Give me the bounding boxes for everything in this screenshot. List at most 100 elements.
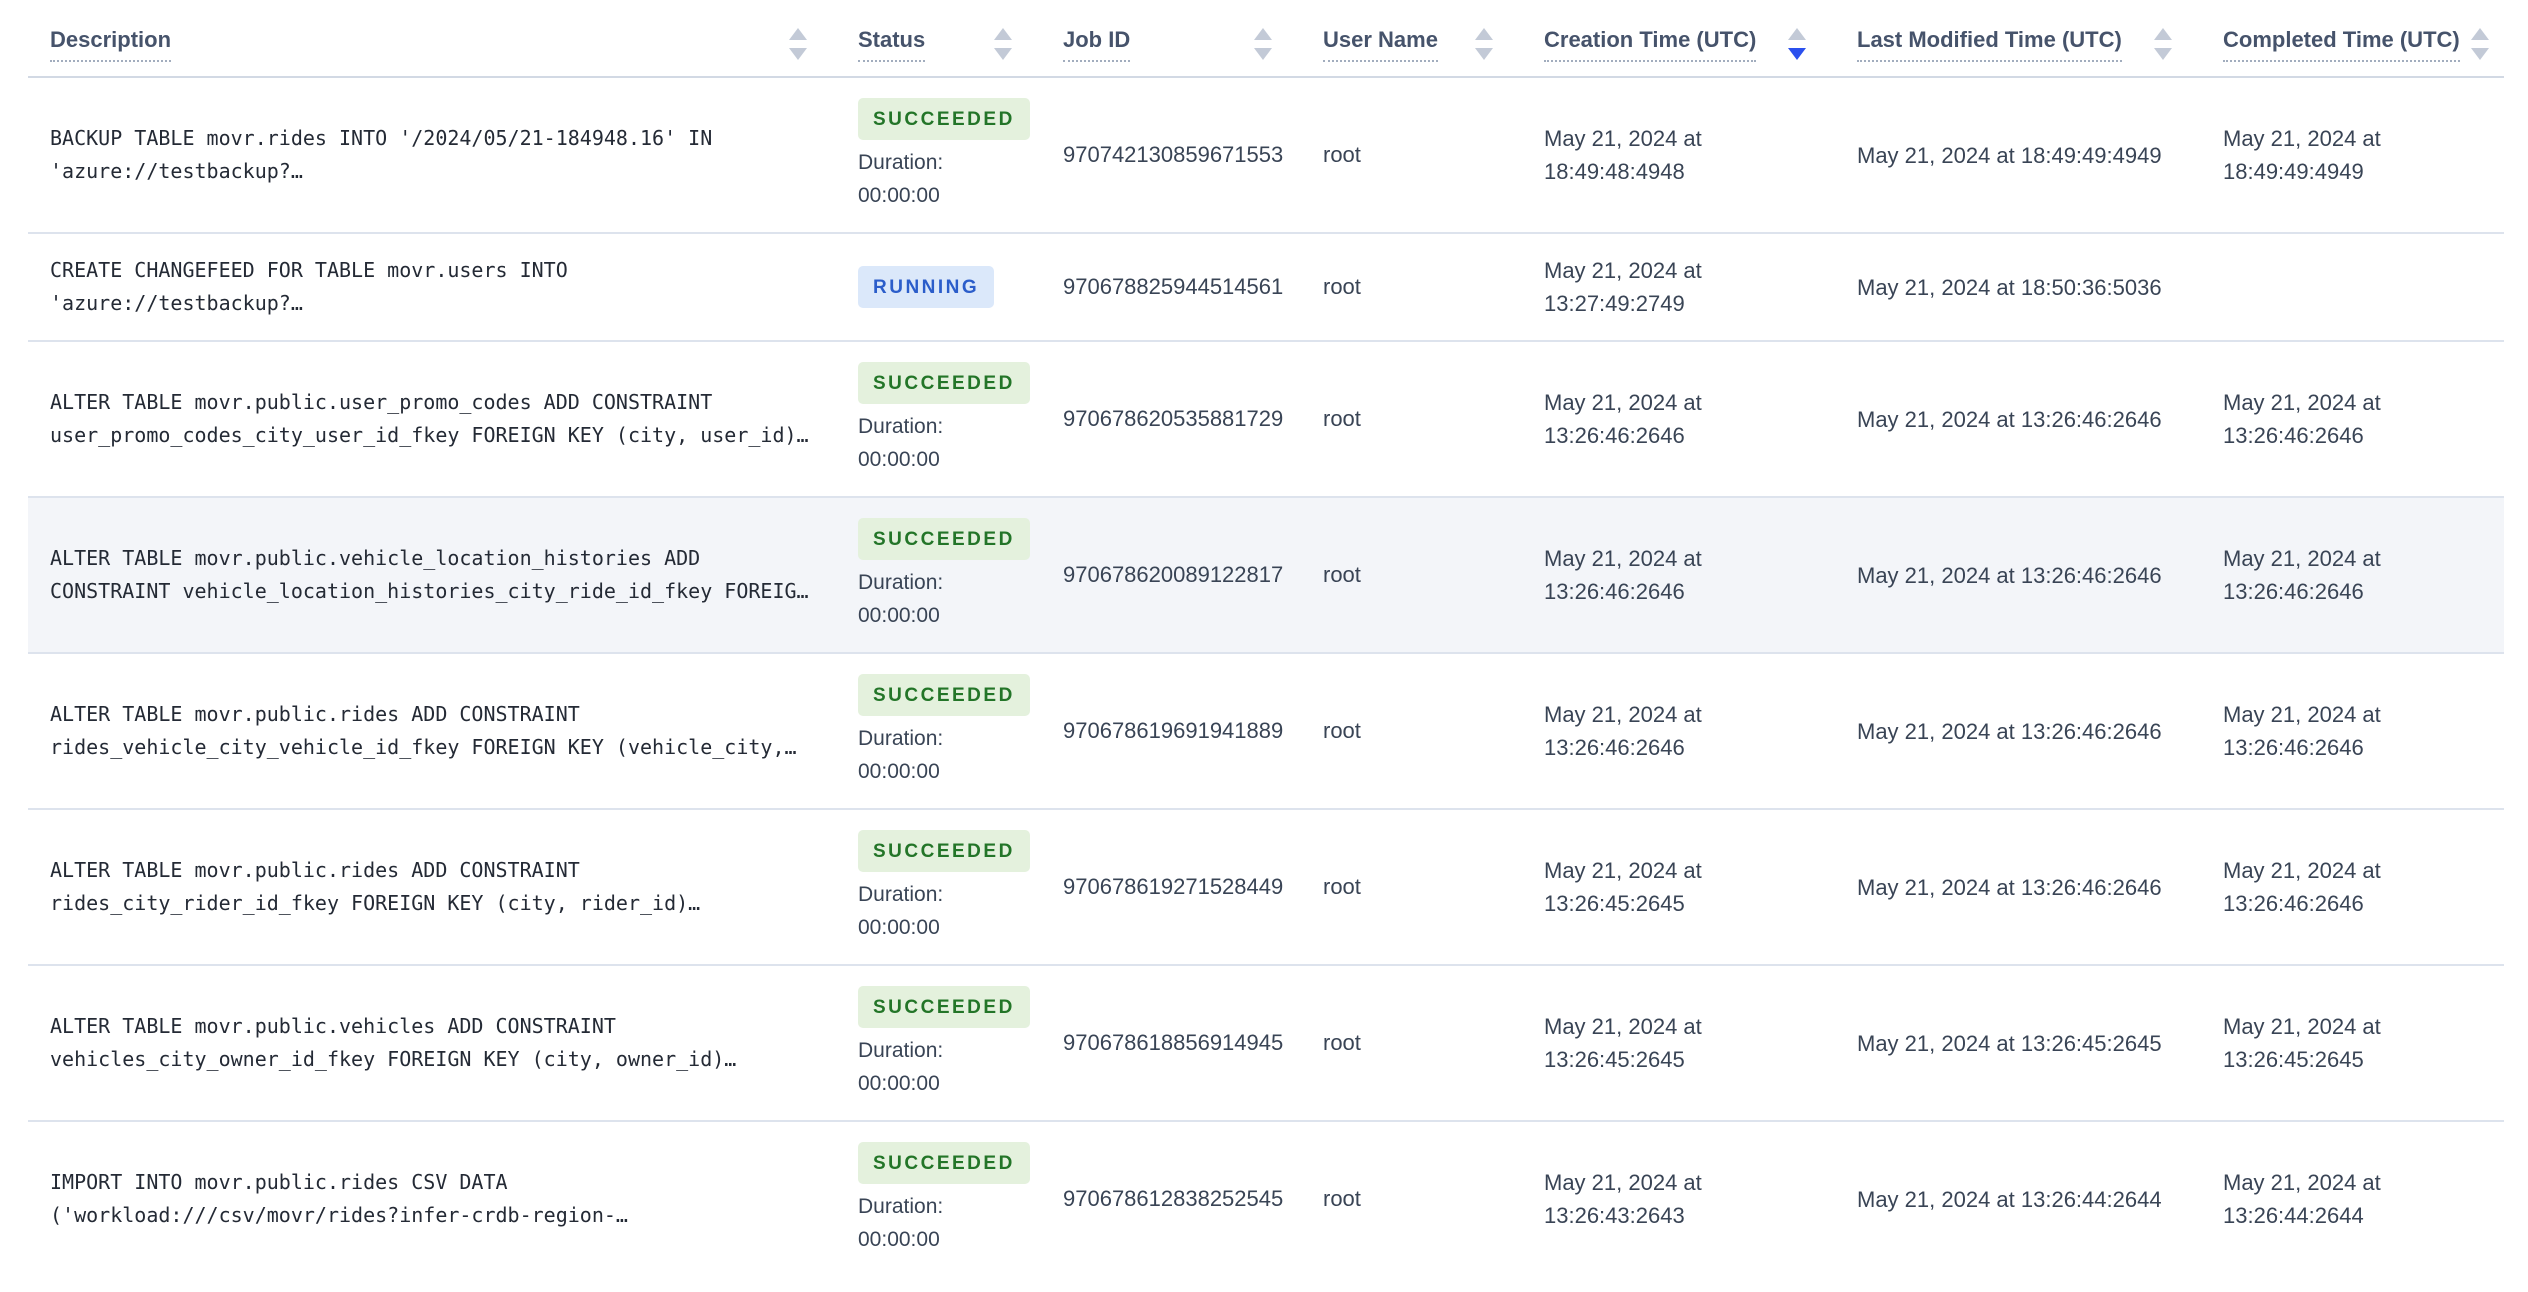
description-line: CONSTRAINT vehicle_location_histories_ci… [50,579,809,603]
table-row: ALTER TABLE movr.public.rides ADD CONSTR… [28,653,2504,810]
job-id-cell: 970678620089122817 [1033,497,1293,654]
description-cell: BACKUP TABLE movr.rides INTO '/2024/05/2… [28,77,828,234]
jobs-table: Description Status Job ID [28,0,2504,1276]
creation-time: May 21, 2024 at 13:26:46:2646 [1544,390,1702,448]
completed-time-cell: May 21, 2024 at 13:26:44:2644 [2193,1121,2504,1276]
job-id-cell: 970678618856914945 [1033,965,1293,1122]
creation-time-cell: May 21, 2024 at 18:49:48:4948 [1514,77,1827,234]
creation-time: May 21, 2024 at 13:26:45:2645 [1544,1014,1702,1072]
last-modified-time-cell: May 21, 2024 at 13:26:44:2644 [1827,1121,2193,1276]
job-description-link[interactable]: ALTER TABLE movr.public.vehicles ADD CON… [50,1010,808,1076]
column-header-creation-time[interactable]: Creation Time (UTC) [1514,0,1827,78]
creation-time: May 21, 2024 at 13:26:43:2643 [1544,1170,1702,1228]
job-description-link[interactable]: ALTER TABLE movr.public.rides ADD CONSTR… [50,698,808,764]
user-name-cell: root [1293,77,1514,234]
duration-value: 00:00:00 [858,916,940,939]
status-badge: RUNNING [858,266,995,308]
last-modified-time-cell: May 21, 2024 at 18:49:49:4949 [1827,77,2193,234]
creation-time: May 21, 2024 at 13:26:46:2646 [1544,546,1702,604]
job-description-link[interactable]: CREATE CHANGEFEED FOR TABLE movr.users I… [50,254,808,320]
column-header-completed-time[interactable]: Completed Time (UTC) [2193,0,2504,78]
table-body: BACKUP TABLE movr.rides INTO '/2024/05/2… [28,77,2504,1276]
duration-label: Duration: [858,883,944,906]
status-cell: SUCCEEDED Duration: 00:00:00 [828,497,1033,654]
status-cell: SUCCEEDED Duration: 00:00:00 [828,809,1033,966]
creation-time-cell: May 21, 2024 at 13:26:45:2645 [1514,809,1827,966]
user-name: root [1323,274,1361,299]
last-modified-time-cell: May 21, 2024 at 13:26:46:2646 [1827,809,2193,966]
description-line: ALTER TABLE movr.public.vehicles ADD CON… [50,1014,616,1038]
column-label: Last Modified Time (UTC) [1857,26,2122,62]
status-cell: SUCCEEDED Duration: 00:00:00 [828,341,1033,498]
job-description-link[interactable]: IMPORT INTO movr.public.rides CSV DATA ('… [50,1166,808,1232]
description-line: ALTER TABLE movr.public.vehicle_location… [50,546,701,570]
description-line: IMPORT INTO movr.public.rides CSV DATA [50,1170,508,1194]
status-cell: SUCCEEDED Duration: 00:00:00 [828,653,1033,810]
column-label: User Name [1323,26,1438,62]
table-row: ALTER TABLE movr.public.vehicles ADD CON… [28,965,2504,1122]
last-modified-time: May 21, 2024 at 18:49:49:4949 [1857,142,2162,168]
column-label: Status [858,26,926,62]
column-label: Creation Time (UTC) [1544,26,1757,62]
user-name: root [1323,406,1361,431]
last-modified-time: May 21, 2024 at 13:26:46:2646 [1857,874,2162,900]
job-description-link[interactable]: ALTER TABLE movr.public.user_promo_codes… [50,386,809,452]
table-row: ALTER TABLE movr.public.rides ADD CONSTR… [28,809,2504,966]
description-line: ALTER TABLE movr.public.rides ADD CONSTR… [50,702,580,726]
duration-value: 00:00:00 [858,1228,940,1251]
duration-label: Duration: [858,1195,944,1218]
duration-label: Duration: [858,151,944,174]
description-line: 'azure://testbackup?… [50,291,303,315]
duration-label: Duration: [858,1039,944,1062]
job-description-link[interactable]: ALTER TABLE movr.public.vehicle_location… [50,542,809,608]
user-name: root [1323,1186,1361,1211]
completed-time: May 21, 2024 at 13:26:44:2644 [2223,1170,2381,1228]
description-cell: ALTER TABLE movr.public.user_promo_codes… [28,341,828,498]
completed-time-cell: May 21, 2024 at 13:26:45:2645 [2193,965,2504,1122]
column-header-last-modified-time[interactable]: Last Modified Time (UTC) [1827,0,2193,78]
last-modified-time-cell: May 21, 2024 at 13:26:45:2645 [1827,965,2193,1122]
description-line: ('workload:///csv/movr/rides?infer-crdb-… [50,1203,628,1227]
job-id: 970678825944514561 [1063,274,1284,299]
job-id: 970742130859671553 [1063,142,1284,167]
sort-icon [2154,28,2172,60]
job-id: 970678619271528449 [1063,874,1284,899]
last-modified-time-cell: May 21, 2024 at 13:26:46:2646 [1827,497,2193,654]
status-badge: SUCCEEDED [858,986,1030,1028]
completed-time: May 21, 2024 at 13:26:46:2646 [2223,390,2381,448]
user-name-cell: root [1293,653,1514,810]
job-description-link[interactable]: BACKUP TABLE movr.rides INTO '/2024/05/2… [50,122,808,188]
column-header-user-name[interactable]: User Name [1293,0,1514,78]
creation-time-cell: May 21, 2024 at 13:26:45:2645 [1514,965,1827,1122]
completed-time: May 21, 2024 at 18:49:49:4949 [2223,126,2381,184]
creation-time: May 21, 2024 at 18:49:48:4948 [1544,126,1702,184]
duration: Duration: 00:00:00 [858,1190,1013,1256]
job-id-cell: 970678825944514561 [1033,233,1293,342]
column-header-description[interactable]: Description [28,0,828,78]
status-cell: SUCCEEDED Duration: 00:00:00 [828,77,1033,234]
user-name: root [1323,874,1361,899]
column-header-status[interactable]: Status [828,0,1033,78]
creation-time-cell: May 21, 2024 at 13:26:46:2646 [1514,497,1827,654]
job-id-cell: 970678619691941889 [1033,653,1293,810]
duration: Duration: 00:00:00 [858,146,1013,212]
column-header-job-id[interactable]: Job ID [1033,0,1293,78]
status-badge: SUCCEEDED [858,518,1030,560]
duration: Duration: 00:00:00 [858,722,1013,788]
last-modified-time-cell: May 21, 2024 at 13:26:46:2646 [1827,653,2193,810]
last-modified-time: May 21, 2024 at 13:26:45:2645 [1857,1030,2162,1056]
column-label: Description [50,26,172,62]
job-id: 970678618856914945 [1063,1030,1284,1055]
jobs-table-container: Description Status Job ID [28,0,2504,1276]
status-cell: SUCCEEDED Duration: 00:00:00 [828,1121,1033,1276]
status-badge: SUCCEEDED [858,830,1030,872]
job-id: 970678620535881729 [1063,406,1284,431]
job-description-link[interactable]: ALTER TABLE movr.public.rides ADD CONSTR… [50,854,808,920]
status-cell: SUCCEEDED Duration: 00:00:00 [828,965,1033,1122]
header-row: Description Status Job ID [28,0,2504,78]
status-badge: SUCCEEDED [858,98,1030,140]
job-id-cell: 970678620535881729 [1033,341,1293,498]
last-modified-time-cell: May 21, 2024 at 13:26:46:2646 [1827,341,2193,498]
last-modified-time: May 21, 2024 at 13:26:46:2646 [1857,718,2162,744]
description-line: rides_vehicle_city_vehicle_id_fkey FOREI… [50,735,797,759]
